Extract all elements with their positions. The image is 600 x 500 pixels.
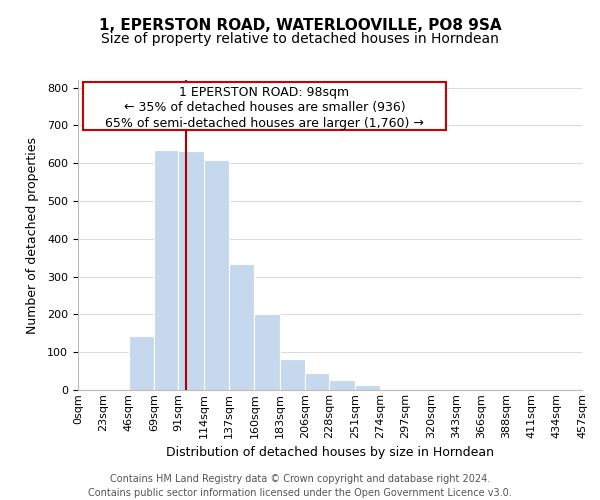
FancyBboxPatch shape bbox=[83, 82, 446, 130]
Text: Contains HM Land Registry data © Crown copyright and database right 2024.
Contai: Contains HM Land Registry data © Crown c… bbox=[88, 474, 512, 498]
Text: Size of property relative to detached houses in Horndean: Size of property relative to detached ho… bbox=[101, 32, 499, 46]
Bar bbox=[178, 151, 204, 390]
Bar bbox=[78, 389, 103, 390]
X-axis label: Distribution of detached houses by size in Horndean: Distribution of detached houses by size … bbox=[166, 446, 494, 459]
Bar bbox=[154, 150, 178, 390]
Bar bbox=[557, 389, 582, 390]
Text: ← 35% of detached houses are smaller (936): ← 35% of detached houses are smaller (93… bbox=[124, 102, 405, 114]
Bar bbox=[229, 264, 254, 390]
Bar bbox=[129, 336, 154, 390]
Bar bbox=[305, 373, 329, 390]
Bar bbox=[204, 160, 229, 390]
Y-axis label: Number of detached properties: Number of detached properties bbox=[26, 136, 39, 334]
Bar bbox=[254, 314, 280, 390]
Text: 1 EPERSTON ROAD: 98sqm: 1 EPERSTON ROAD: 98sqm bbox=[179, 86, 350, 98]
Bar bbox=[280, 358, 305, 390]
Bar bbox=[355, 386, 380, 390]
Text: 1, EPERSTON ROAD, WATERLOOVILLE, PO8 9SA: 1, EPERSTON ROAD, WATERLOOVILLE, PO8 9SA bbox=[98, 18, 502, 32]
Text: 65% of semi-detached houses are larger (1,760) →: 65% of semi-detached houses are larger (… bbox=[105, 117, 424, 130]
Bar bbox=[329, 380, 355, 390]
